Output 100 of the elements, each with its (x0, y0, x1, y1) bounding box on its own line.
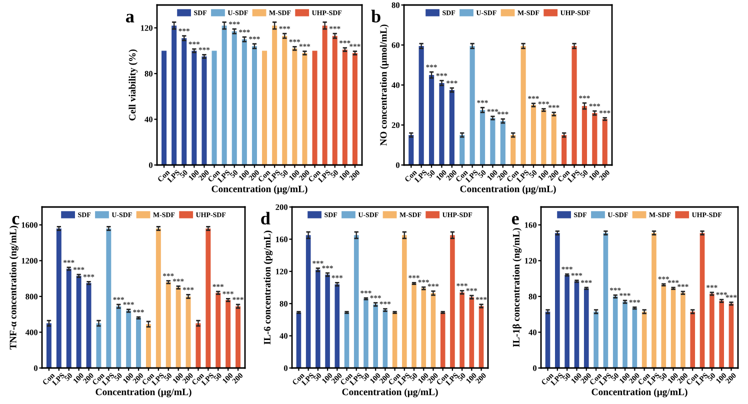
bar (710, 294, 714, 368)
bar (334, 284, 340, 368)
bar (728, 304, 734, 368)
chart-title: a (126, 14, 134, 23)
bar (66, 268, 72, 368)
y-tick-label: 800 (26, 294, 38, 300)
bar (632, 308, 638, 368)
bar (206, 228, 211, 368)
y-tick-label: 160 (276, 236, 288, 242)
x-axis-title: Concentration (μg/mL) (592, 388, 688, 398)
bar (232, 31, 237, 165)
y-tick-label: 0 (284, 365, 288, 371)
bar (622, 302, 628, 368)
bar (392, 312, 398, 368)
y-axis-title: Cell viability (%) (128, 50, 138, 120)
chart-title: e (512, 216, 519, 225)
bar (176, 288, 181, 368)
bar (166, 282, 171, 368)
y-tick-label: 0 (396, 162, 400, 168)
bar (603, 232, 608, 368)
bar (500, 121, 506, 165)
y-tick-label: 80 (392, 2, 400, 8)
bar (642, 312, 647, 368)
bar (162, 50, 167, 165)
bar (182, 38, 187, 165)
bar (222, 26, 227, 165)
bar (480, 110, 486, 165)
bar (421, 288, 426, 368)
bar (490, 118, 496, 165)
y-tick-label: 120 (141, 25, 153, 31)
x-axis-title: Concentration (μg/mL) (460, 185, 556, 194)
y-tick-label: 80 (528, 294, 537, 300)
bar (594, 312, 598, 368)
bar (106, 228, 112, 368)
bar (449, 90, 454, 165)
y-tick-label: 0 (148, 162, 153, 168)
y-tick-label: 120 (276, 268, 288, 274)
bar (450, 235, 455, 368)
bar (296, 312, 302, 368)
bar (272, 26, 278, 165)
y-tick-label: 40 (280, 333, 288, 339)
bar (719, 300, 724, 368)
chart-title: c (12, 216, 20, 225)
bar (364, 298, 368, 368)
bar (262, 50, 268, 165)
y-tick-label: 200 (276, 204, 288, 210)
bar (186, 296, 191, 368)
bar (242, 39, 247, 165)
bar (469, 297, 474, 368)
bar (584, 288, 589, 368)
x-axis-title: Concentration (μg/mL) (212, 185, 308, 194)
bar (76, 276, 82, 368)
y-tick-label: 60 (392, 42, 400, 48)
bar (545, 312, 550, 368)
bar (460, 135, 465, 165)
bar (612, 296, 618, 368)
bar (126, 310, 132, 368)
bar (226, 300, 231, 368)
bar (439, 83, 444, 165)
bar (520, 46, 526, 165)
bar (408, 135, 414, 165)
bar (412, 283, 416, 368)
bar (46, 323, 52, 368)
bar (680, 292, 686, 368)
y-tick-label: 80 (144, 70, 153, 77)
bar (312, 50, 318, 165)
bar (572, 46, 577, 165)
bar (325, 274, 330, 368)
chart-title: b (371, 10, 380, 23)
bar (192, 50, 197, 165)
bar (460, 292, 464, 368)
bar (582, 106, 588, 165)
bar (690, 312, 696, 368)
bar (342, 50, 348, 165)
bar (592, 113, 598, 165)
bar (661, 284, 666, 368)
bar (332, 36, 338, 165)
bar (555, 232, 560, 368)
y-axis-title: TNF-α concentration (ng/mL) (9, 226, 18, 350)
bar (418, 46, 424, 165)
y-tick-label: 120 (525, 258, 537, 264)
bar (354, 235, 359, 368)
bar (700, 232, 705, 368)
bar (146, 324, 151, 368)
chart-title: d (261, 212, 270, 225)
bar (282, 36, 288, 165)
bar (56, 228, 62, 368)
bar (602, 119, 608, 165)
y-tick-label: 80 (280, 300, 288, 307)
y-tick-label: 0 (532, 365, 537, 371)
bar (306, 235, 311, 368)
bar (652, 232, 656, 368)
bar (292, 48, 298, 165)
bar (470, 46, 475, 165)
bar (302, 53, 308, 165)
bar (564, 274, 570, 368)
y-axis-title: NO concentration (μmol/mL) (380, 24, 389, 146)
bar (96, 323, 102, 368)
y-tick-label: 40 (392, 82, 400, 88)
bar (551, 114, 556, 165)
